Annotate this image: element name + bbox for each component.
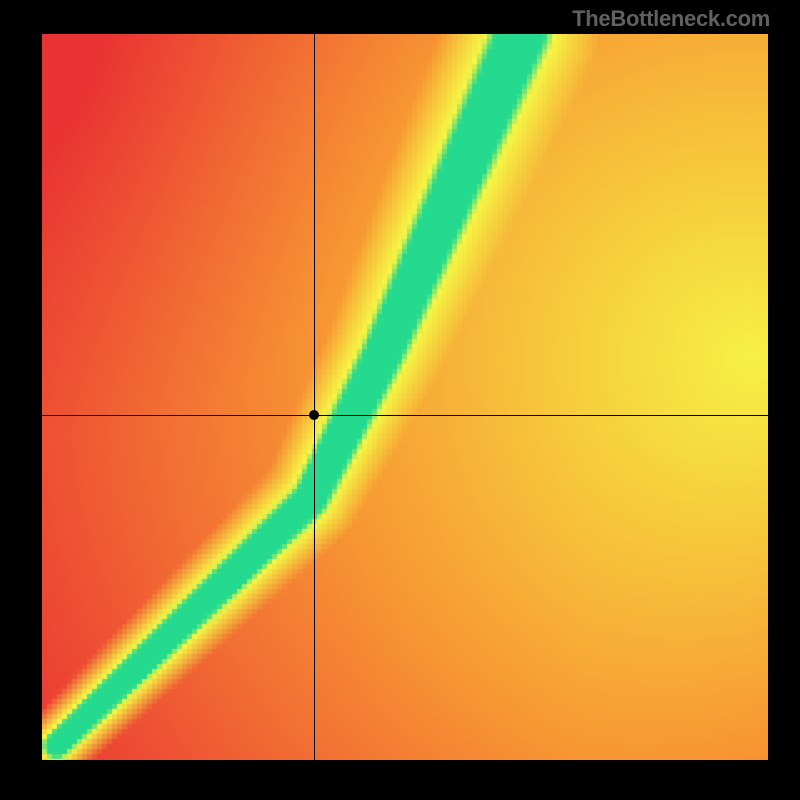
chart-container: TheBottleneck.com (0, 0, 800, 800)
heatmap-canvas (42, 34, 768, 760)
crosshair-horizontal (42, 415, 768, 416)
marker-dot (309, 410, 319, 420)
crosshair-vertical (314, 34, 315, 760)
watermark-text: TheBottleneck.com (572, 6, 770, 32)
